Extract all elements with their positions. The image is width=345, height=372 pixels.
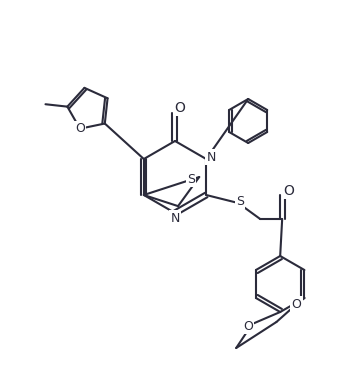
Text: N: N (207, 151, 216, 164)
Text: O: O (243, 320, 253, 333)
Text: O: O (175, 101, 186, 115)
Text: S: S (187, 173, 195, 186)
Text: O: O (75, 122, 85, 135)
Text: N: N (170, 212, 180, 224)
Text: O: O (292, 298, 302, 311)
Text: S: S (236, 195, 244, 208)
Text: O: O (284, 184, 295, 198)
